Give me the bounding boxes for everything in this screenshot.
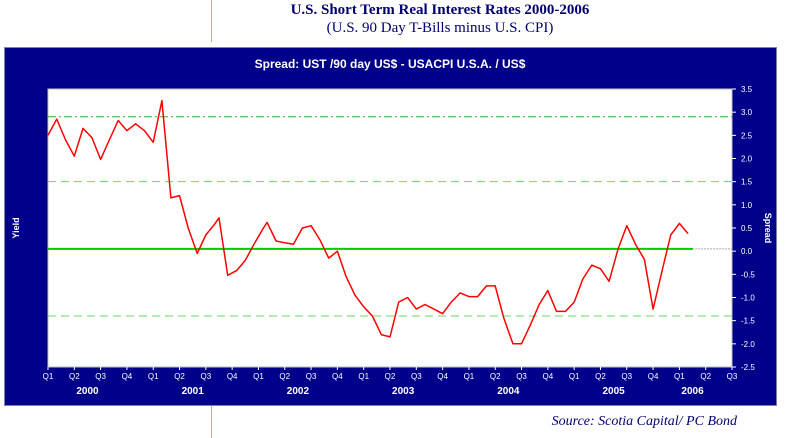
y-tick-label-5: 1.0 xyxy=(741,201,753,210)
y-tick-label-7: 0.0 xyxy=(741,247,753,256)
x-tick-label-26: Q3 xyxy=(727,372,738,381)
y-tick-label-10: -1.5 xyxy=(741,317,755,326)
y-tick-label-0: 3.5 xyxy=(741,85,753,94)
year-label-2002: 2002 xyxy=(287,386,310,397)
y-tick-label-9: -1.0 xyxy=(741,294,755,303)
x-tick-label-2: Q3 xyxy=(95,372,106,381)
y-tick-label-8: -0.5 xyxy=(741,270,755,279)
x-tick-label-7: Q4 xyxy=(227,372,238,381)
x-tick-label-9: Q2 xyxy=(279,372,290,381)
year-label-2000: 2000 xyxy=(76,386,99,397)
y-tick-label-1: 3.0 xyxy=(741,108,753,117)
x-tick-label-25: Q2 xyxy=(700,372,711,381)
x-tick-label-16: Q1 xyxy=(464,372,475,381)
reference-lines xyxy=(48,116,732,317)
chart-title: Spread: UST /90 day US$ - USACPI U.S.A. … xyxy=(255,57,526,71)
y-tick-label-6: 0.5 xyxy=(741,224,753,233)
series-line-0 xyxy=(47,99,689,345)
x-tick-label-10: Q3 xyxy=(306,372,317,381)
x-axis-ticks: Q1 Q2 Q3 Q4 Q1 Q2 Q3 Q4 Q1 Q2 Q3 Q4 Q1 Q2 Q3 Q4 Q1 Q2 Q3 Q4… xyxy=(43,367,738,381)
x-tick-label-15: Q4 xyxy=(437,372,448,381)
x-tick-label-20: Q1 xyxy=(569,372,580,381)
x-tick-label-11: Q4 xyxy=(332,372,343,381)
x-tick-label-24: Q1 xyxy=(674,372,685,381)
x-tick-label-5: Q2 xyxy=(174,372,185,381)
x-tick-label-17: Q2 xyxy=(490,372,501,381)
y-axis-ticks: 3.5 3.0 2.5 2.0 1.5 1.0 0.5 0.0 -0.5 -1.0 -1.5 -2.0… xyxy=(732,85,755,372)
top-divider-line xyxy=(211,0,212,42)
source-note: Source: Scotia Capital/ PC Bond xyxy=(551,414,737,429)
x-tick-label-21: Q2 xyxy=(595,372,606,381)
page-subtitle: (U.S. 90 Day T-Bills minus U.S. CPI) xyxy=(326,20,554,36)
y-tick-label-12: -2.5 xyxy=(741,363,755,372)
y-tick-label-3: 2.0 xyxy=(741,155,753,164)
bottom-divider-line xyxy=(211,406,212,438)
plot-area xyxy=(47,88,733,368)
series-layer xyxy=(47,99,689,345)
y-tick-label-4: 1.5 xyxy=(741,178,753,187)
x-tick-label-8: Q1 xyxy=(253,372,264,381)
x-axis-years: 2000 2001 2002 2003 2004 2005 2006 xyxy=(76,386,704,397)
x-tick-label-18: Q3 xyxy=(516,372,527,381)
x-tick-label-1: Q2 xyxy=(69,372,80,381)
y-tick-label-11: -2.0 xyxy=(741,340,755,349)
year-label-2006: 2006 xyxy=(681,386,704,397)
y-axis-label-right: Spread xyxy=(763,213,773,244)
x-tick-label-0: Q1 xyxy=(43,372,54,381)
year-label-2001: 2001 xyxy=(182,386,205,397)
y-tick-label-2: 2.5 xyxy=(741,131,753,140)
chart-panel: Spread: UST /90 day US$ - USACPI U.S.A. … xyxy=(4,47,777,406)
x-tick-label-3: Q4 xyxy=(122,372,133,381)
y-axis-label-left: Yield xyxy=(11,217,21,238)
x-tick-label-14: Q3 xyxy=(411,372,422,381)
page-title: U.S. Short Term Real Interest Rates 2000… xyxy=(290,2,590,18)
x-tick-label-6: Q3 xyxy=(201,372,212,381)
x-tick-label-23: Q4 xyxy=(648,372,659,381)
spread-chart: Spread: UST /90 day US$ - USACPI U.S.A. … xyxy=(11,57,773,397)
x-tick-label-4: Q1 xyxy=(148,372,159,381)
year-label-2003: 2003 xyxy=(392,386,415,397)
year-label-2004: 2004 xyxy=(497,386,520,397)
x-tick-label-13: Q2 xyxy=(385,372,396,381)
x-tick-label-12: Q1 xyxy=(358,372,369,381)
x-tick-label-22: Q3 xyxy=(621,372,632,381)
year-label-2005: 2005 xyxy=(602,386,625,397)
x-tick-label-19: Q4 xyxy=(543,372,554,381)
